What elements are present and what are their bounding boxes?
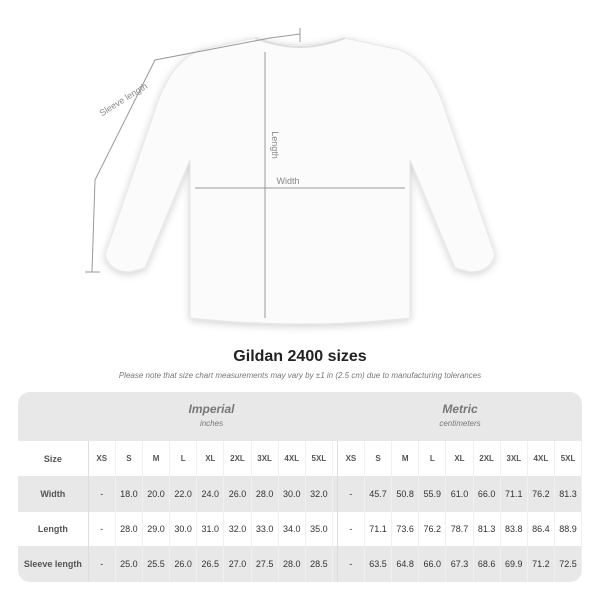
table-cell: 26.0	[170, 546, 198, 582]
chart-title: Gildan 2400 sizes	[233, 348, 367, 365]
table-cell: -	[89, 546, 116, 582]
table-cell: 31.0	[197, 512, 225, 546]
table-cell: 55.9	[419, 476, 447, 512]
table-cell: 63.5	[365, 546, 393, 582]
table-cell: M	[143, 441, 171, 476]
table-row: Length -28.0 29.0 30.0 31.0 32.0 33.0 34.0 35.0-…	[18, 512, 582, 546]
table-cell: 73.6	[392, 512, 420, 546]
table-cell: 27.0	[224, 546, 252, 582]
table-cell: 50.8	[392, 476, 420, 512]
table-cell: 30.0	[170, 512, 198, 546]
table-cell: L	[170, 441, 198, 476]
table-cell: 24.0	[197, 476, 225, 512]
table-cell: 28.0	[279, 546, 306, 582]
imperial-header: Imperial inches	[188, 402, 235, 428]
table-cell: 28.5	[306, 546, 333, 582]
table-cell: S	[365, 441, 393, 476]
table-cell: 67.3	[446, 546, 474, 582]
table-cell: 86.4	[528, 512, 555, 546]
shirt-diagram: Sleeve length Length Width	[85, 28, 496, 325]
size-table: Imperial inches Metric centimeters Size XS S…	[18, 392, 582, 582]
table-cell: 4XL	[528, 441, 555, 476]
row-label: Width	[18, 476, 89, 512]
table-cell: 64.8	[392, 546, 420, 582]
table-cell: 72.5	[555, 546, 582, 582]
table-cell: -	[89, 512, 116, 546]
table-cell: 88.9	[555, 512, 582, 546]
table-cell: 28.0	[252, 476, 279, 512]
table-cell: 5XL	[555, 441, 582, 476]
table-row: Width -18.0 20.0 22.0 24.0 26.0 28.0 30.0 32.0-4…	[18, 476, 582, 512]
table-cell: 20.0	[143, 476, 171, 512]
metric-header: Metric centimeters	[439, 402, 481, 428]
table-cell: 28.0	[116, 512, 143, 546]
table-cell: -	[338, 512, 365, 546]
table-cell: 61.0	[446, 476, 474, 512]
table-cell: 22.0	[170, 476, 198, 512]
table-cell: M	[392, 441, 420, 476]
table-cell: XS	[338, 441, 365, 476]
table-cell: 25.5	[143, 546, 171, 582]
table-cell: 78.7	[446, 512, 474, 546]
divider	[333, 512, 338, 546]
table-cell: 66.0	[474, 476, 501, 512]
table-cell: 69.9	[501, 546, 528, 582]
table-cell: -	[338, 476, 365, 512]
table-cell: 76.2	[419, 512, 447, 546]
sleeve-length-label: Sleeve length	[98, 81, 150, 118]
table-cell: 27.5	[252, 546, 279, 582]
table-cell: 33.0	[252, 512, 279, 546]
table-cell: -	[338, 546, 365, 582]
table-cell: 76.2	[528, 476, 555, 512]
table-cell: 71.2	[528, 546, 555, 582]
table-cell: 18.0	[116, 476, 143, 512]
table-cell: XL	[446, 441, 474, 476]
row-label: Sleeve length	[18, 546, 89, 582]
table-row: Sleeve length -25.0 25.5 26.0 26.5 27.0 27.5 28…	[18, 546, 582, 582]
table-cell: 32.0	[306, 476, 333, 512]
row-label: Length	[18, 512, 89, 546]
table-cell: 2XL	[474, 441, 501, 476]
table-cell: 34.0	[279, 512, 306, 546]
divider	[333, 546, 338, 582]
table-cell: 45.7	[365, 476, 393, 512]
table-cell: 30.0	[279, 476, 306, 512]
table-cell: 35.0	[306, 512, 333, 546]
tolerance-note: Please note that size chart measurements…	[118, 371, 482, 380]
table-cell: XL	[197, 441, 225, 476]
table-cell: 26.0	[224, 476, 252, 512]
table-cell: 26.5	[197, 546, 225, 582]
table-cell: 3XL	[501, 441, 528, 476]
table-cell: -	[89, 476, 116, 512]
divider	[333, 441, 338, 476]
row-label: Size	[18, 441, 89, 476]
table-cell: 4XL	[279, 441, 306, 476]
table-cell: L	[419, 441, 447, 476]
shirt-shape	[104, 37, 496, 325]
table-cell: S	[116, 441, 143, 476]
unit-header	[18, 392, 582, 441]
table-cell: 66.0	[419, 546, 447, 582]
table-cell: 5XL	[306, 441, 333, 476]
table-cell: 83.8	[501, 512, 528, 546]
divider	[333, 476, 338, 512]
table-cell: 2XL	[224, 441, 252, 476]
table-cell: 71.1	[501, 476, 528, 512]
width-label: Width	[276, 176, 299, 186]
table-cell: 25.0	[116, 546, 143, 582]
table-cell: 71.1	[365, 512, 393, 546]
table-cell: 81.3	[555, 476, 582, 512]
table-cell: 29.0	[143, 512, 171, 546]
table-cell: 32.0	[224, 512, 252, 546]
table-cell: 68.6	[474, 546, 501, 582]
table-cell: 3XL	[252, 441, 279, 476]
table-cell: XS	[89, 441, 116, 476]
table-cell: 81.3	[474, 512, 501, 546]
size-header-row: Size XS S M L XL 2XL 3XL 4XL 5XL XS S M L XL 2XL 3XL 4XL 5…	[18, 441, 582, 476]
length-label: Length	[270, 131, 280, 159]
